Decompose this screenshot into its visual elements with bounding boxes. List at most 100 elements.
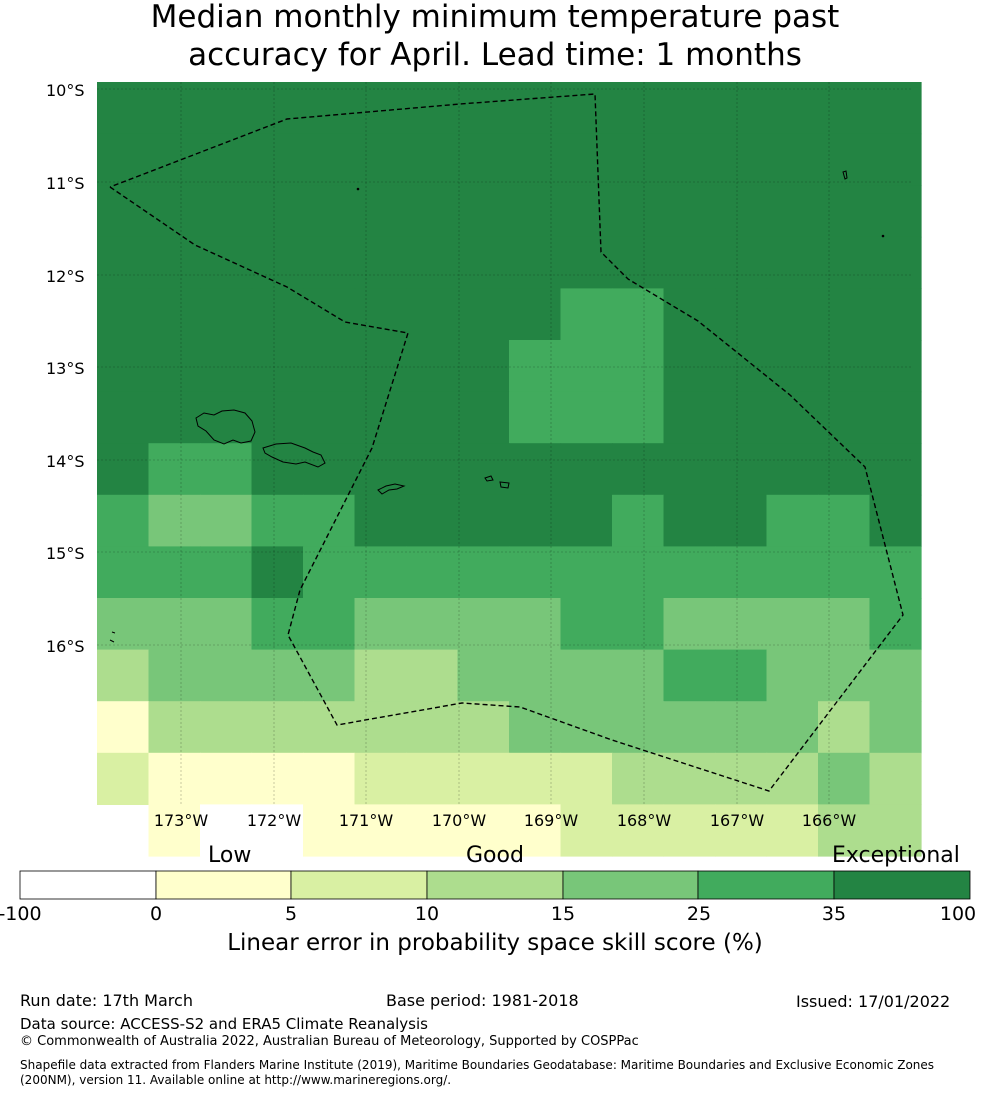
skill-cell [406,288,459,341]
skill-cell [560,546,613,599]
skill-cell [251,804,304,857]
skill-cell [457,752,510,805]
skill-cell [715,340,768,393]
skill-cell [663,752,716,805]
skill-cell [869,391,922,444]
skill-cell [715,391,768,444]
skill-cell [354,546,407,599]
skill-cell [663,82,716,135]
lat-label-13s: 13°S [46,359,85,378]
skill-cell [612,236,665,289]
skill-cell [663,391,716,444]
skill-cell [148,82,201,135]
colorbar-tick: 5 [284,903,298,925]
skill-cell [509,340,562,393]
skill-cell [560,443,613,496]
skill-cell [97,236,150,289]
skill-cell [200,340,253,393]
skill-cell [303,649,356,702]
skill-cell [303,340,356,393]
skill-cell [457,804,510,857]
skill-cell [612,82,665,135]
skill-cell [560,82,613,135]
skill-cell [97,649,150,702]
skill-cell [354,185,407,238]
skill-cell [663,236,716,289]
skill-cell [818,494,871,547]
skill-cell [663,701,716,754]
skill-cell [200,494,253,547]
skill-cell [406,133,459,186]
colorbar-swatch [19,870,157,900]
skill-cell [354,236,407,289]
skill-cell [869,649,922,702]
skill-cell [509,236,562,289]
skill-cell [457,391,510,444]
skill-cell [200,443,253,496]
skill-cell [663,288,716,341]
skill-cell [560,752,613,805]
skill-cell [715,236,768,289]
skill-cell [509,288,562,341]
skill-cell [251,82,304,135]
colorbar-swatch [426,870,564,900]
skill-cell [509,804,562,857]
skill-cell [354,133,407,186]
skill-cell [200,185,253,238]
skill-cell [97,185,150,238]
colorbar-swatch [290,870,428,900]
skill-cell [354,391,407,444]
skill-cell [715,752,768,805]
skill-cell [97,288,150,341]
skill-cell [200,598,253,651]
skill-cell [457,494,510,547]
base-period: Base period: 1981-2018 [386,991,579,1010]
skill-cell [509,82,562,135]
run-date: Run date: 17th March [20,991,193,1010]
skill-cell [251,391,304,444]
skill-cell [869,804,922,857]
skill-cell [818,546,871,599]
skill-cell [766,701,819,754]
skill-cell [457,288,510,341]
skill-cell [560,236,613,289]
skill-cell [869,752,922,805]
skill-cell [200,649,253,702]
shapefile-credit-line-2: (200NM), version 11. Available online at… [20,1073,452,1087]
skill-cell [251,598,304,651]
skill-cell [200,236,253,289]
skill-cell [251,443,304,496]
skill-cell [612,494,665,547]
upolu-island-outline [262,442,326,468]
skill-cell [663,494,716,547]
skill-cell [354,804,407,857]
skill-cell [97,340,150,393]
skill-cell [869,236,922,289]
colorbar-tick: 35 [821,903,847,925]
skill-cell [457,649,510,702]
skill-cell [148,340,201,393]
issued-date: Issued: 17/01/2022 [796,992,951,1011]
skill-cell [457,598,510,651]
skill-cell [406,804,459,857]
skill-cell [818,649,871,702]
skill-cell [303,752,356,805]
skill-cell [97,752,150,805]
swains-island-outline [842,170,848,180]
skill-cell [406,494,459,547]
lon-label-169w: 169°W [523,811,579,830]
skill-cell [715,649,768,702]
skill-cell [354,340,407,393]
skill-cell [663,443,716,496]
skill-cell [869,443,922,496]
skill-cell [560,649,613,702]
skill-cell [354,752,407,805]
skill-cell [457,82,510,135]
tutuila-island-outline [377,483,406,495]
colorbar-category-exceptional: Exceptional [832,843,960,868]
lat-label-10s: 10°S [46,81,85,100]
skill-cell [869,133,922,186]
colorbar-swatch [562,870,699,900]
skill-cell [303,494,356,547]
